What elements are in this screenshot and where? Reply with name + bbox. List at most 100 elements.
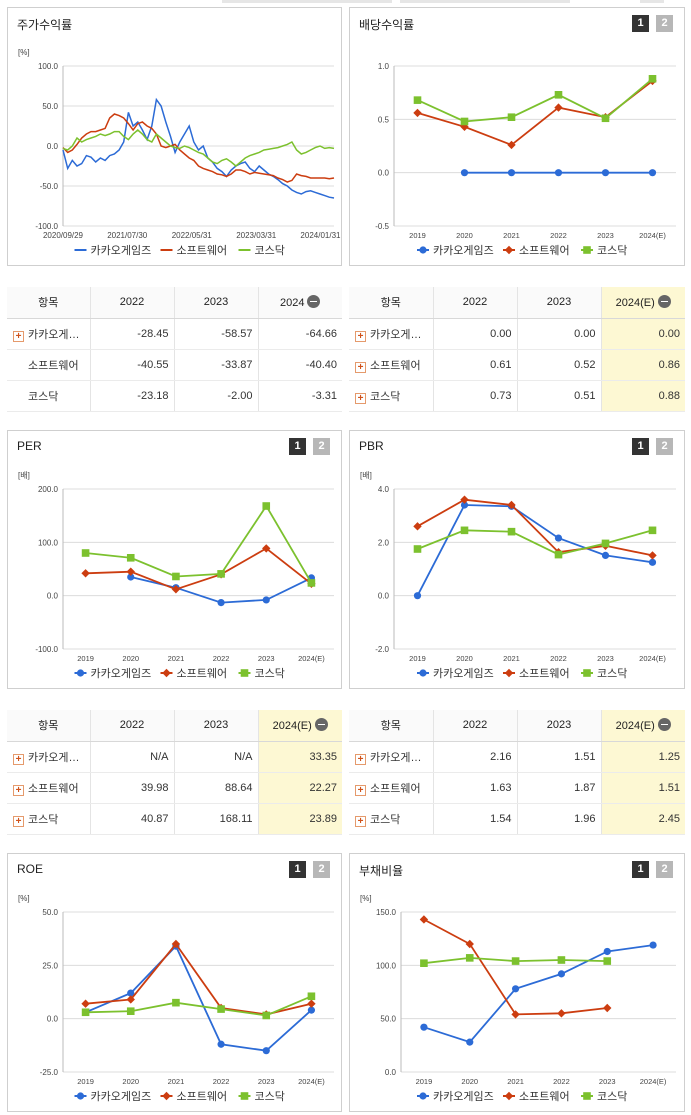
data-point bbox=[217, 570, 225, 578]
table-row: + 카카오게… 0.00 0.00 0.00 bbox=[349, 318, 685, 350]
data-point bbox=[419, 246, 427, 254]
collapse-icon[interactable] bbox=[314, 718, 328, 732]
expand-plus-icon[interactable]: + bbox=[355, 330, 366, 342]
expand-plus-icon[interactable]: + bbox=[355, 815, 366, 827]
cell: -40.55 bbox=[89, 349, 174, 381]
y-tick-label: 0.0 bbox=[378, 592, 390, 601]
legend-label: 코스닥 bbox=[597, 667, 627, 680]
x-tick-label: 2024(E) bbox=[639, 654, 666, 663]
y-tick-label: 0.0 bbox=[378, 169, 390, 178]
col-header-2024: 2024 bbox=[257, 287, 342, 319]
series-line bbox=[85, 547, 312, 591]
data-point bbox=[511, 985, 520, 993]
data-point bbox=[162, 1091, 171, 1101]
expand-plus-icon[interactable]: + bbox=[13, 753, 24, 765]
x-tick-label: 2022 bbox=[550, 231, 567, 240]
data-point bbox=[172, 572, 180, 581]
y-tick-label: 100.0 bbox=[38, 538, 59, 547]
expand-plus-icon[interactable]: + bbox=[13, 815, 24, 827]
period-button-2[interactable]: 2 bbox=[313, 861, 330, 878]
data-point bbox=[583, 669, 591, 677]
data-point bbox=[307, 999, 316, 1008]
expand-plus-icon[interactable]: + bbox=[13, 330, 24, 342]
col-header-2024e: 2024(E) bbox=[600, 287, 685, 319]
data-point bbox=[307, 579, 316, 587]
period-button-1[interactable]: 1 bbox=[289, 438, 306, 455]
period-button-1[interactable]: 1 bbox=[632, 15, 649, 32]
data-point bbox=[649, 941, 657, 949]
col-header-2022: 2022 bbox=[89, 710, 174, 742]
x-tick-label: 2023 bbox=[258, 1077, 275, 1086]
legend-item: 코스닥 bbox=[581, 244, 627, 257]
period-button-2[interactable]: 2 bbox=[656, 861, 673, 878]
data-point bbox=[413, 545, 422, 553]
row-name: 소프트웨어 bbox=[370, 359, 421, 372]
stock-return-panel: 주가수익률 [%] 100.0 50.0 0.0 -50.0 -100.0 2020/09/… bbox=[7, 7, 342, 266]
per-chart: [배] 200.0 100.0 0.0 -100.0 2019 2020 2021 2022 20… bbox=[18, 471, 334, 680]
cell: -40.40 bbox=[257, 349, 342, 381]
x-tick-label: 2024/01/31 bbox=[300, 231, 341, 240]
panel-title: 배당수익률 bbox=[359, 18, 415, 32]
x-tick-label: 2019 bbox=[409, 231, 426, 240]
data-point bbox=[554, 103, 563, 112]
data-point bbox=[507, 500, 516, 510]
series-line bbox=[417, 498, 653, 557]
data-point bbox=[126, 995, 135, 1004]
cell: -3.31 bbox=[257, 380, 342, 412]
period-button-1[interactable]: 1 bbox=[632, 861, 649, 878]
expand-plus-icon[interactable]: + bbox=[355, 753, 366, 765]
y-tick-label: -50.0 bbox=[40, 182, 59, 191]
row-name: 카카오게… bbox=[28, 328, 80, 341]
data-point bbox=[554, 534, 563, 542]
y-tick-label: 0.0 bbox=[47, 1015, 59, 1024]
data-point bbox=[262, 1047, 270, 1055]
data-point bbox=[419, 1092, 427, 1100]
x-tick-label: 2019 bbox=[77, 1077, 94, 1086]
series-line bbox=[417, 78, 654, 123]
period-button-2[interactable]: 2 bbox=[656, 438, 673, 455]
period-button-2[interactable]: 2 bbox=[656, 15, 673, 32]
cell: -2.00 bbox=[173, 380, 258, 412]
row-label: + 소프트웨어 bbox=[349, 772, 433, 804]
period-button-2[interactable]: 2 bbox=[313, 438, 330, 455]
col-header-item: 항목 bbox=[7, 710, 90, 742]
cell: -33.87 bbox=[173, 349, 258, 381]
cell: 0.00 bbox=[600, 318, 685, 350]
y-tick-label: 2.0 bbox=[378, 538, 390, 547]
cell: -58.57 bbox=[173, 318, 258, 350]
col-header-label: 2024(E) bbox=[615, 720, 655, 733]
collapse-icon[interactable] bbox=[657, 295, 671, 309]
cell: 1.25 bbox=[600, 741, 685, 773]
expand-plus-icon[interactable]: + bbox=[13, 784, 24, 796]
expand-plus-icon[interactable]: + bbox=[355, 784, 366, 796]
data-point bbox=[466, 1038, 474, 1046]
data-point bbox=[583, 246, 591, 254]
expand-plus-icon[interactable]: + bbox=[355, 361, 366, 373]
data-point bbox=[126, 1007, 135, 1015]
x-tick-label: 2022 bbox=[213, 1077, 230, 1086]
cell: 33.35 bbox=[257, 741, 342, 773]
y-tick-label: -25.0 bbox=[40, 1068, 59, 1077]
data-point bbox=[240, 1092, 249, 1100]
col-header-2023: 2023 bbox=[173, 710, 258, 742]
legend-item: 소프트웨어 bbox=[503, 244, 570, 257]
y-tick-label: 0.0 bbox=[385, 1068, 397, 1077]
collapse-icon[interactable] bbox=[307, 295, 321, 309]
data-point bbox=[171, 939, 181, 949]
x-tick-label: 2021 bbox=[507, 1077, 524, 1086]
row-name: 카카오게… bbox=[370, 328, 422, 341]
period-button-1[interactable]: 1 bbox=[632, 438, 649, 455]
series-line bbox=[85, 995, 312, 1017]
data-point bbox=[511, 957, 520, 965]
data-point bbox=[307, 1006, 316, 1014]
period-button-1[interactable]: 1 bbox=[289, 861, 306, 878]
collapse-icon[interactable] bbox=[657, 718, 671, 732]
expand-plus-icon[interactable]: + bbox=[355, 392, 366, 404]
cell: -23.18 bbox=[89, 380, 174, 412]
data-point bbox=[583, 1092, 591, 1100]
row-name: 코스닥 bbox=[28, 813, 59, 826]
data-point bbox=[217, 599, 225, 607]
x-tick-label: 2022/05/31 bbox=[172, 231, 213, 240]
row-name: 카카오게… bbox=[370, 751, 422, 764]
col-header-2022: 2022 bbox=[432, 287, 517, 319]
